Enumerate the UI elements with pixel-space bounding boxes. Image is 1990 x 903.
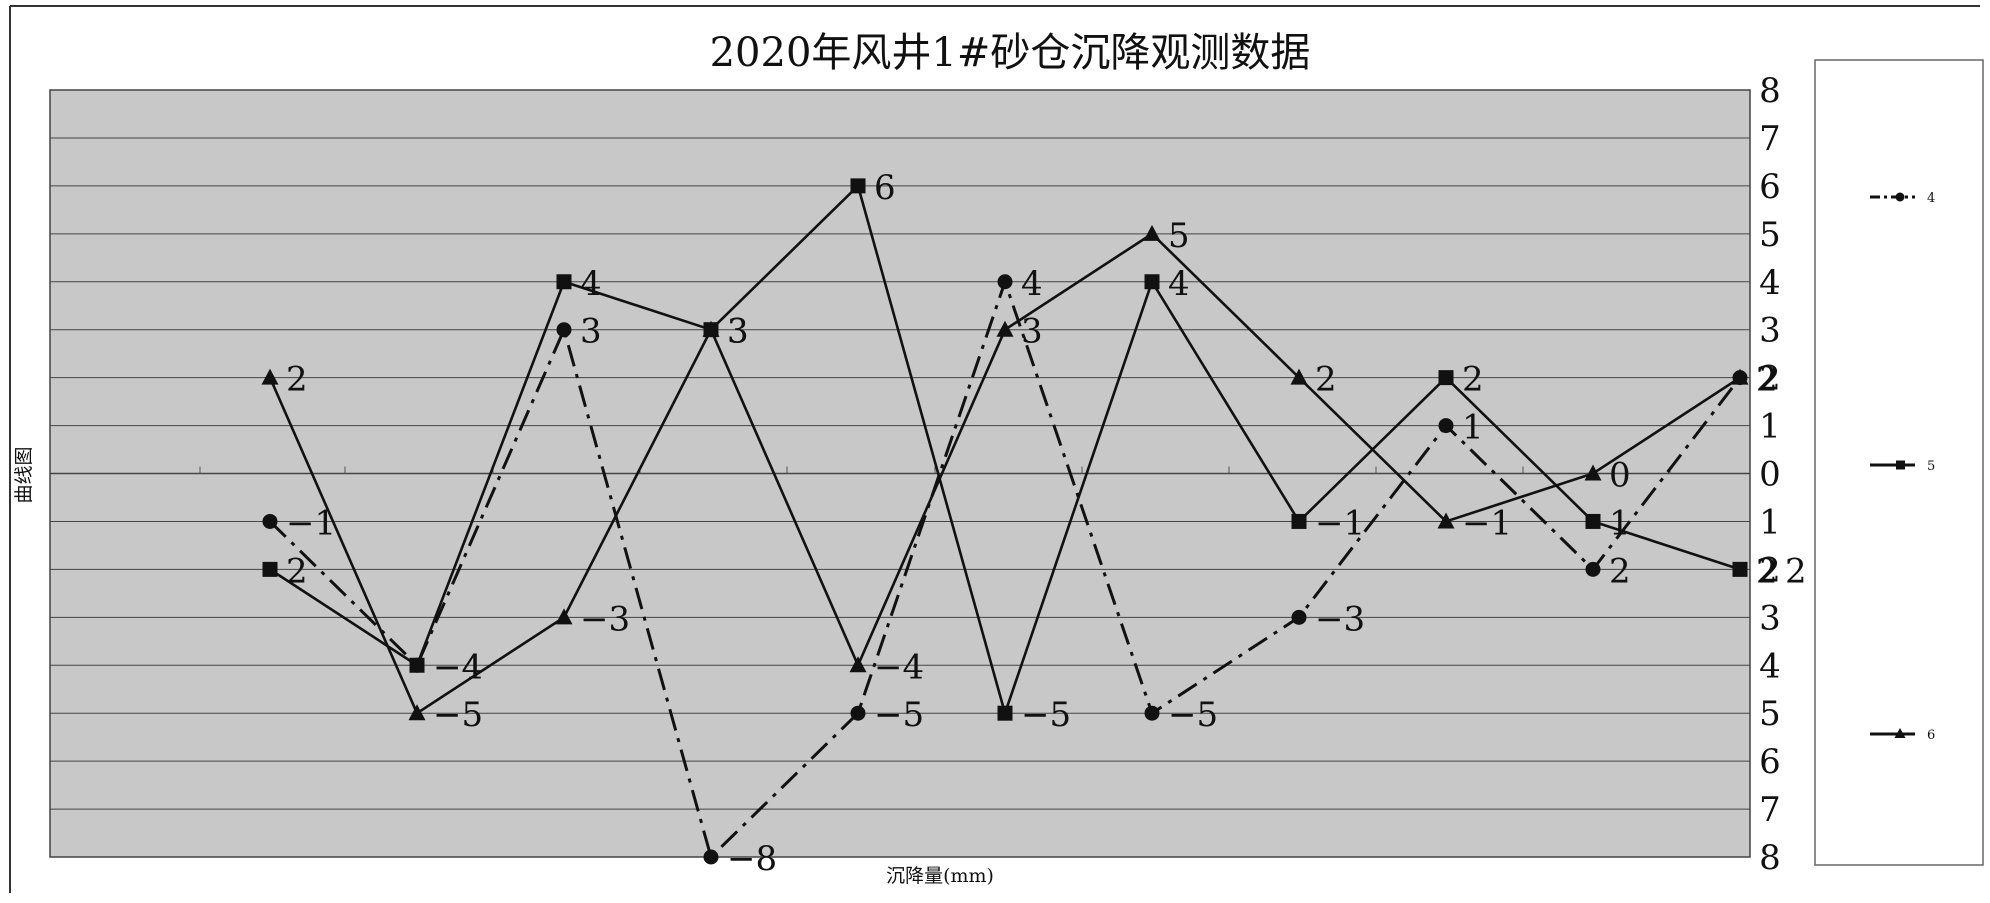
y-axis-label: 曲线图	[13, 446, 35, 503]
marker-square	[1144, 274, 1160, 290]
data-label: 2	[1462, 360, 1484, 400]
data-label: 1	[1609, 503, 1631, 543]
data-label: −3	[1315, 599, 1365, 639]
data-label: −4	[433, 647, 483, 687]
legend-label: 6	[1927, 728, 1935, 743]
y-tick-label: 6	[1759, 167, 1781, 207]
y-tick-label: 5	[1759, 694, 1781, 734]
data-label: 4	[580, 264, 602, 304]
marker-square	[1585, 513, 1601, 529]
data-label: −4	[433, 647, 483, 687]
data-label: 4	[1168, 264, 1190, 304]
x-axis-label: 沉降量(mm)	[886, 865, 994, 887]
marker-circle	[1144, 705, 1160, 721]
marker-square	[1438, 370, 1454, 386]
data-label: −1	[1462, 503, 1512, 543]
marker-circle	[997, 274, 1013, 290]
data-label: −4	[874, 647, 924, 687]
marker-square	[850, 178, 866, 194]
y-tick-label: 4	[1759, 263, 1781, 303]
marker-square	[997, 705, 1013, 721]
marker-circle	[262, 513, 278, 529]
data-label: 2	[1315, 360, 1337, 400]
legend-marker-circle	[1895, 192, 1905, 202]
marker-triangle	[1143, 224, 1161, 241]
y-axis-tick-labels: 8 7 6 5 4 3 2 1 0 1 2 3 4 5 6 7 8	[1759, 71, 1781, 878]
data-label: −8	[727, 839, 777, 879]
marker-circle	[850, 705, 866, 721]
legend: 4 5 6	[1870, 191, 1935, 743]
data-label: −5	[874, 695, 924, 735]
y-tick-label: 0	[1759, 455, 1781, 495]
data-label: 2	[286, 551, 308, 591]
marker-triangle	[1584, 464, 1602, 481]
data-label: 5	[1168, 216, 1190, 256]
legend-marker-square	[1896, 460, 1905, 470]
data-label: 2	[1609, 551, 1631, 591]
legend-label: 5	[1927, 459, 1935, 474]
legend-marker-triangle	[1894, 728, 1906, 738]
marker-circle	[703, 849, 719, 865]
y-tick-label: 7	[1759, 119, 1781, 159]
marker-triangle	[1731, 368, 1749, 385]
data-label: 2	[1756, 360, 1778, 400]
data-label: 0	[1609, 456, 1631, 496]
marker-square	[1732, 561, 1748, 577]
data-label: −1	[286, 503, 336, 543]
marker-square	[1291, 513, 1307, 529]
data-label: 2	[1756, 360, 1778, 400]
data-label: 1	[1462, 408, 1484, 448]
gridlines	[50, 137, 1750, 810]
y-tick-label: 6	[1759, 742, 1781, 782]
data-label: 3	[1021, 312, 1043, 352]
y-tick-label: 2	[1759, 550, 1781, 590]
series-layer	[261, 178, 1749, 865]
y-tick-label: 7	[1759, 790, 1781, 830]
y-tick-label: 3	[1759, 598, 1781, 638]
legend-label: 4	[1927, 191, 1935, 206]
data-label: −1	[1315, 503, 1365, 543]
y-tick-label: 3	[1759, 311, 1781, 351]
marker-triangle	[555, 608, 573, 625]
y-tick-label: 8	[1759, 838, 1781, 878]
marker-square	[409, 657, 425, 673]
data-label: −5	[433, 695, 483, 735]
chart-title: 2020年风井1#砂仓沉降观测数据	[710, 30, 1311, 76]
y-tick-label: 5	[1759, 215, 1781, 255]
data-label: 3	[580, 312, 602, 352]
marker-triangle	[1437, 512, 1455, 529]
marker-triangle	[1290, 368, 1308, 385]
data-label: −5	[1021, 695, 1071, 735]
data-label: 3	[727, 312, 749, 352]
marker-triangle	[408, 704, 426, 721]
data-label: 4	[1021, 264, 1043, 304]
data-labels: −1−43−8−54−5−31222−4436−54−12122−5−33−43…	[286, 168, 1807, 879]
data-label: 2	[1756, 551, 1778, 591]
marker-circle	[1585, 561, 1601, 577]
marker-triangle	[849, 656, 867, 673]
marker-square	[262, 561, 278, 577]
marker-circle	[556, 322, 572, 338]
marker-square	[556, 274, 572, 290]
data-label: 6	[874, 168, 896, 208]
marker-triangle	[996, 320, 1014, 337]
y-tick-label: 2	[1759, 359, 1781, 399]
y-tick-label: 4	[1759, 646, 1781, 686]
data-label-extra: 2	[1785, 551, 1807, 591]
y-tick-label: 1	[1759, 502, 1781, 542]
y-tick-label: 1	[1759, 407, 1781, 447]
marker-triangle	[261, 368, 279, 385]
data-label: 2	[286, 360, 308, 400]
data-label: 3	[727, 312, 749, 352]
marker-circle	[1291, 609, 1307, 625]
y-tick-label: 8	[1759, 71, 1781, 111]
marker-triangle	[702, 320, 720, 337]
data-label: −3	[580, 599, 630, 639]
marker-circle	[1438, 418, 1454, 434]
data-label: −5	[1168, 695, 1218, 735]
